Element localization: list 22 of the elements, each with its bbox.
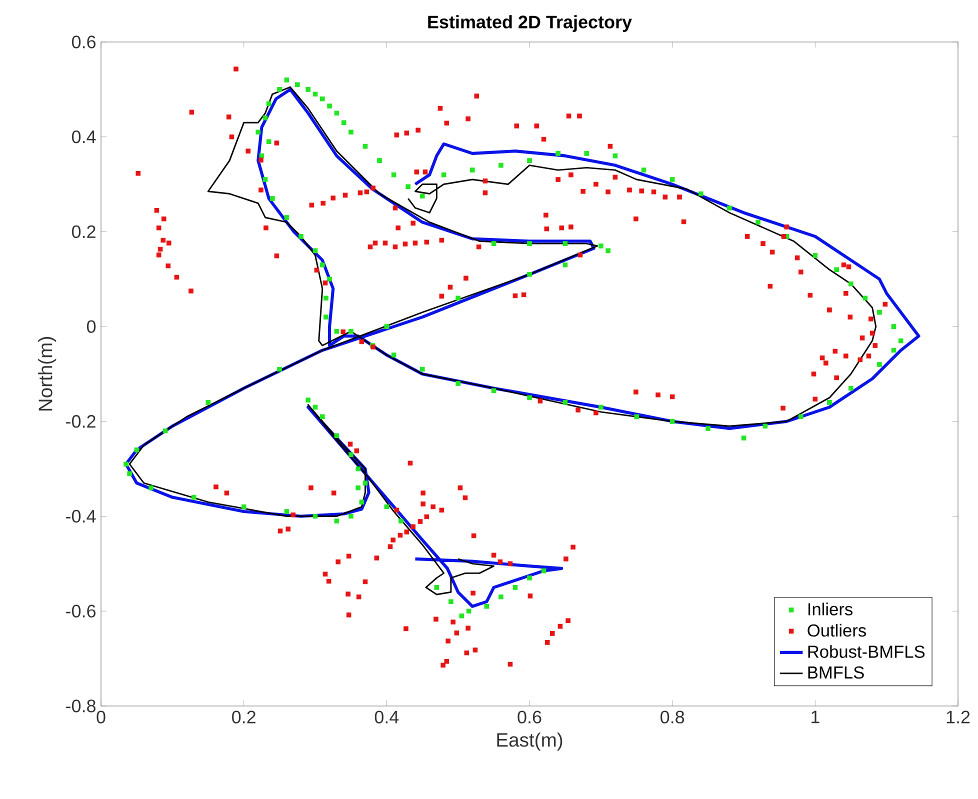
y-tick-label: -0.8	[66, 700, 96, 712]
x-axis-title: East(m)	[497, 732, 562, 751]
x-tick-label: 1	[812, 710, 820, 724]
legend-label: Outliers	[808, 624, 866, 637]
y-tick-label: 0	[86, 320, 96, 333]
y-tick-label: 0.2	[72, 225, 96, 238]
y-tick-label: 0.4	[72, 130, 96, 144]
y-tick-label: -0.2	[66, 415, 96, 428]
legend-label: Inliers	[808, 602, 852, 616]
x-tick-label: 0.6	[518, 710, 542, 724]
y-tick-label: -0.4	[66, 510, 96, 523]
legend-label: Robust-BMFLS	[808, 645, 925, 658]
x-tick-label: 0.4	[374, 710, 399, 724]
x-tick-label: 0.2	[232, 710, 256, 724]
x-tick-label: 0	[96, 710, 106, 724]
y-axis-title: North(m)	[38, 337, 56, 411]
y-tick-label: 0.6	[72, 36, 96, 48]
y-tick-label: -0.6	[66, 604, 96, 618]
legend-label: BMFLS	[808, 666, 864, 679]
x-tick-label: 1.2	[946, 710, 970, 724]
x-tick-label: 0.8	[660, 710, 684, 724]
chart-title: Estimated 2D Trajectory	[428, 15, 632, 32]
